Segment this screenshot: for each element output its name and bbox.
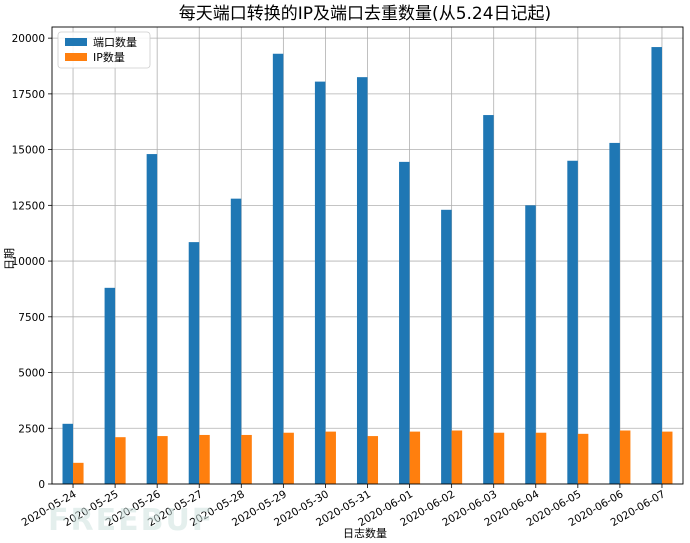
y-tick-label: 10000: [12, 256, 45, 268]
y-tick-label: 0: [38, 479, 45, 491]
bar: [525, 205, 536, 484]
bar: [493, 432, 505, 484]
legend-label: IP数量: [93, 51, 125, 64]
bar: [661, 431, 673, 484]
bar: [441, 209, 452, 485]
chart-title: 每天端口转换的IP及端口去重数量(从5.24日记起): [179, 4, 551, 24]
bar: [241, 434, 252, 484]
bar: [325, 431, 336, 484]
watermark: FREEBUF: [48, 503, 214, 538]
bar: [367, 436, 379, 484]
bar: [609, 142, 620, 485]
legend-label: 端口数量: [93, 36, 137, 49]
x-axis-label: 日志数量: [343, 527, 387, 540]
bar: [399, 161, 410, 484]
bar: [272, 53, 284, 484]
y-tick-label: 15000: [12, 145, 45, 157]
bar: [62, 423, 74, 484]
bar: [157, 436, 168, 484]
bar: [483, 115, 494, 485]
bar: [567, 160, 578, 484]
bar: [314, 81, 326, 485]
bar: [283, 432, 294, 484]
bar: [409, 431, 421, 484]
y-tick-label: 2500: [18, 423, 45, 435]
y-tick-label: 12500: [12, 200, 45, 212]
bar: [115, 437, 126, 484]
bar: [188, 242, 200, 484]
bars: [62, 47, 673, 485]
bar: [356, 77, 368, 484]
bar: [199, 434, 210, 484]
y-tick-label: 5000: [18, 368, 45, 380]
bar: [230, 198, 242, 484]
bar: [146, 154, 158, 484]
y-tick-label: 17500: [12, 89, 45, 101]
bar: [451, 430, 463, 484]
bar: [577, 433, 589, 484]
y-axis-ticks: 0 2500 5000 7500 10000 12500 15000 17500 20000: [12, 33, 52, 491]
bar: [104, 287, 116, 484]
bar: [73, 462, 84, 484]
bar: [535, 432, 547, 484]
bar: [619, 430, 631, 484]
legend-swatch: [65, 38, 87, 46]
bar: [651, 47, 662, 484]
y-tick-label: 7500: [18, 312, 45, 324]
y-axis-label: 日期: [3, 248, 16, 270]
y-tick-label: 20000: [12, 33, 45, 45]
legend-swatch: [65, 53, 87, 61]
legend: 端口数量 IP数量: [57, 31, 151, 69]
